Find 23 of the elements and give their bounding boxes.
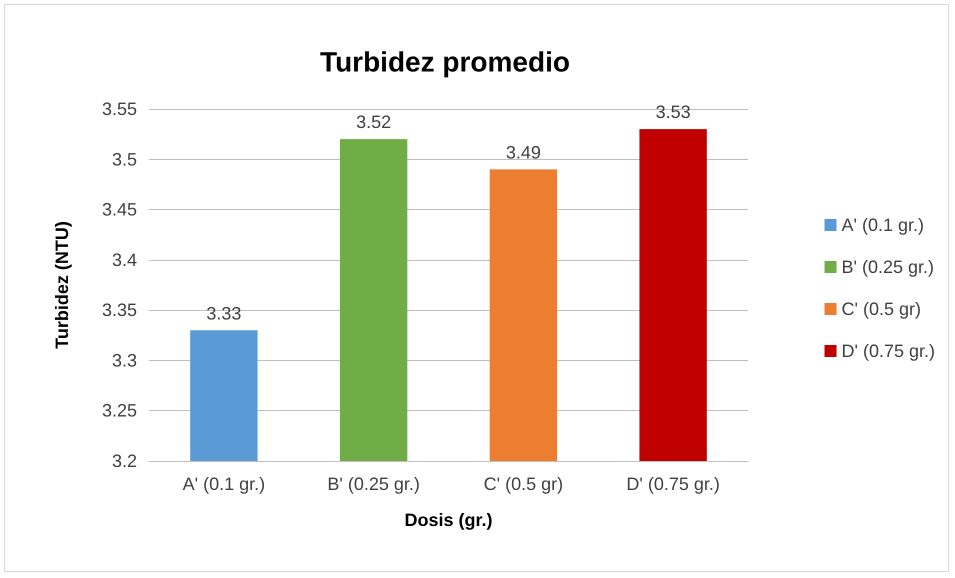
legend-label: A' (0.1 gr.): [842, 215, 924, 235]
data-label: 3.49: [506, 142, 541, 162]
x-tick-label: A' (0.1 gr.): [182, 474, 266, 494]
y-tick-label: 3.45: [102, 200, 137, 220]
data-label: 3.53: [656, 102, 691, 122]
y-tick-label: 3.2: [112, 451, 137, 471]
y-tick-label: 3.5: [112, 149, 137, 170]
y-axis-title: Turbidez (NTU): [52, 221, 72, 349]
data-label: 3.33: [206, 303, 242, 324]
y-tick-label: 3.35: [102, 300, 137, 320]
legend-label: D' (0.75 gr.): [842, 341, 936, 361]
x-axis-title: Dosis (gr.): [404, 510, 493, 530]
data-label: 3.52: [356, 112, 392, 132]
chart-title: Turbidez promedio: [320, 46, 570, 78]
y-tick-label: 3.3: [112, 350, 137, 370]
x-tick-label: D' (0.75 gr.): [626, 474, 720, 494]
y-tick-label: 3.55: [102, 99, 137, 119]
x-tick-label: B' (0.25 gr.): [327, 474, 420, 494]
x-tick-label: C' (0.5 gr): [484, 474, 564, 494]
legend-label: B' (0.25 gr.): [842, 257, 934, 277]
y-tick-label: 3.25: [102, 400, 137, 421]
legend-label: C' (0.5 gr): [842, 299, 921, 319]
y-tick-label: 3.4: [112, 250, 137, 270]
